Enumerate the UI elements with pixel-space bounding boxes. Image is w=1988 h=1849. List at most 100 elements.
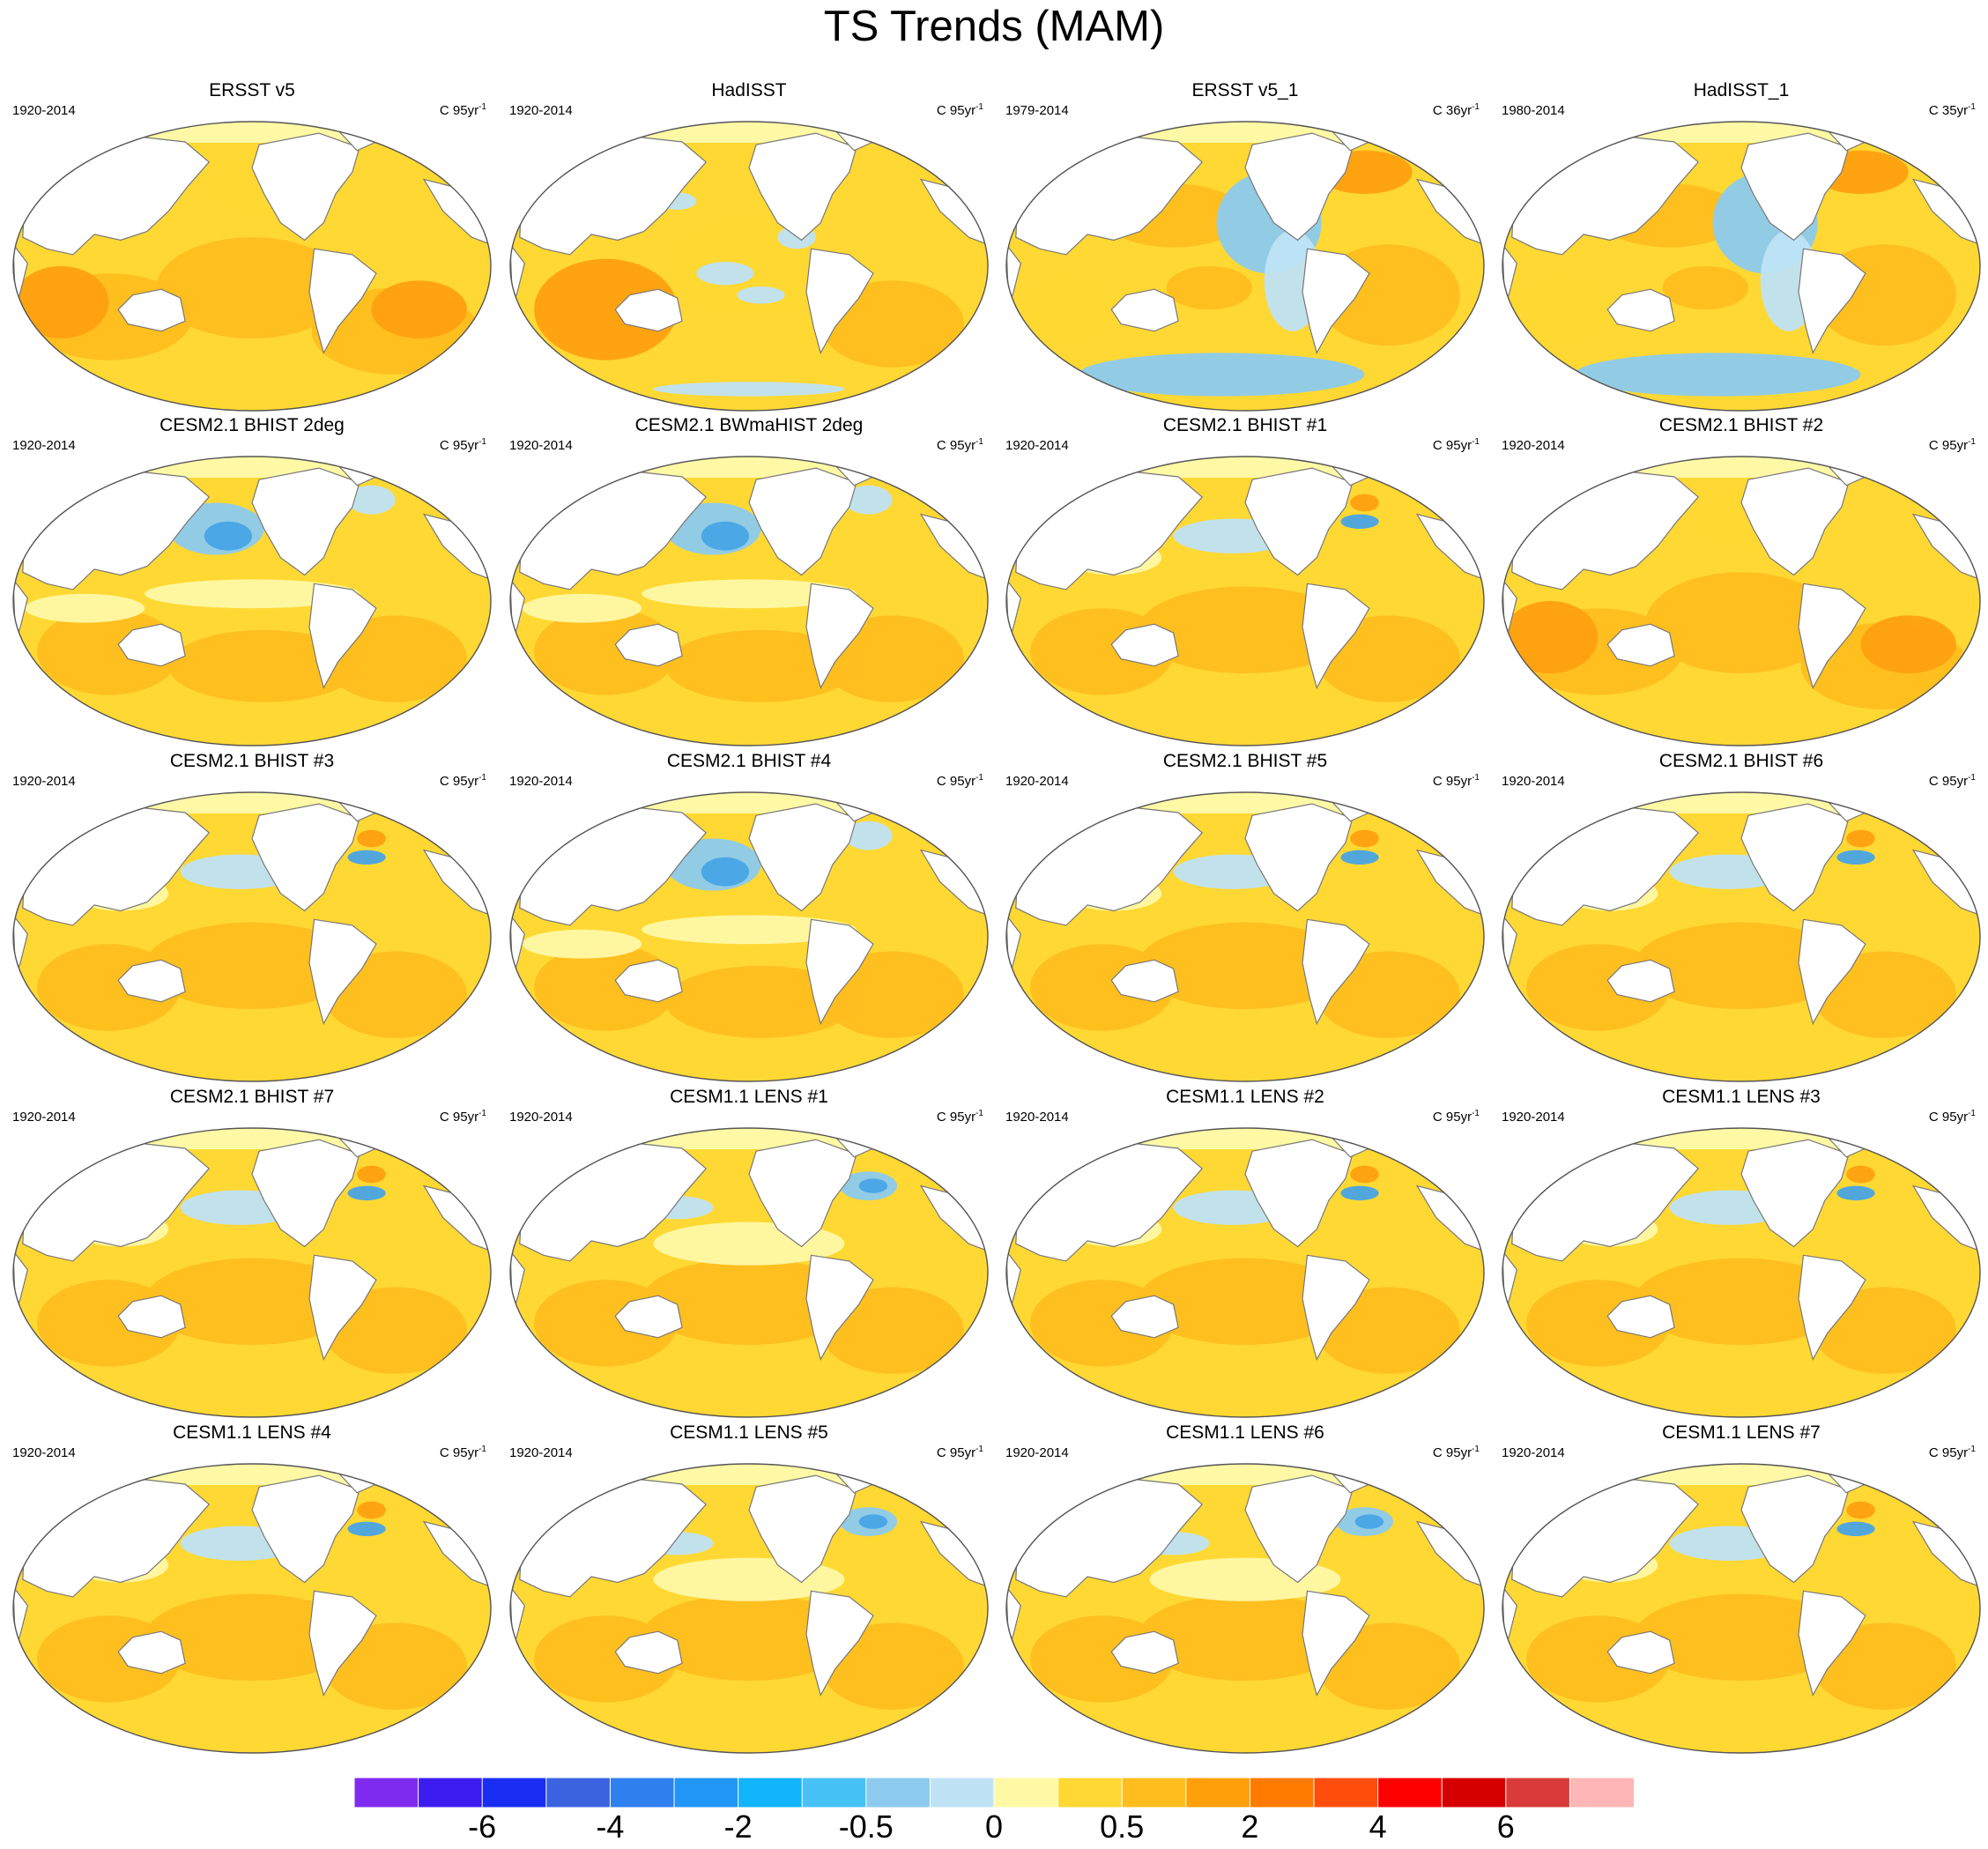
trend-anomaly-region <box>1317 1287 1460 1374</box>
panel-period: 1920-2014 <box>1502 1445 1565 1460</box>
colorbar-swatch <box>673 1778 739 1808</box>
units-exponent: -1 <box>478 1109 486 1118</box>
map-panel: ERSST v5 1920-2014 C 95yr-1 <box>5 79 499 414</box>
units-exponent: -1 <box>478 102 486 112</box>
landmass-samerica <box>805 918 874 1025</box>
landmass-namerica <box>1244 467 1354 576</box>
colorbar-swatch <box>1377 1778 1443 1808</box>
trend-anomaly-region <box>820 280 964 368</box>
trend-anomaly-region <box>844 821 893 850</box>
panel-title: CESM2.1 BHIST #6 <box>1658 751 1824 771</box>
map-boundary <box>509 791 989 1082</box>
map-boundary <box>509 121 989 412</box>
panel-title: CESM2.1 BHIST #7 <box>169 1087 335 1107</box>
colorbar-swatch <box>738 1778 804 1808</box>
colorbar-swatch <box>418 1778 484 1808</box>
colorbar <box>354 1778 1634 1808</box>
panel-title: CESM1.1 LENS #5 <box>670 1422 828 1443</box>
panel-title: CESM2.1 BHIST #1 <box>1162 415 1328 435</box>
trend-anomaly-region <box>665 965 857 1038</box>
panel-period: 1920-2014 <box>1502 1110 1565 1125</box>
units-exponent: -1 <box>478 1444 486 1454</box>
landmass-samerica <box>308 248 377 354</box>
trend-anomaly-region <box>1813 1623 1956 1710</box>
panel-units: C 95yr-1 <box>936 102 983 118</box>
map-panel: CESM1.1 LENS #7 1920-2014 C 95yr-1 <box>1495 1422 1988 1756</box>
landmass-samerica <box>1302 918 1370 1025</box>
colorbar-tick-label: 0 <box>984 1808 1004 1845</box>
landmass-samerica <box>1798 248 1866 354</box>
trend-anomaly-region <box>1350 829 1379 848</box>
world-map <box>509 1127 989 1418</box>
trend-anomaly-region <box>820 951 964 1038</box>
units-exponent: -1 <box>478 437 486 447</box>
landmass-namerica <box>1740 803 1850 912</box>
map-panel: CESM2.1 BHIST #1 1920-2014 C 95yr-1 <box>998 414 1492 749</box>
trend-anomaly-region <box>1317 951 1460 1038</box>
landmass-australia <box>1606 959 1675 1003</box>
trend-anomaly-region <box>357 1501 386 1519</box>
world-map <box>509 456 989 746</box>
colorbar-swatch <box>1057 1778 1124 1808</box>
panel-units: C 35yr-1 <box>1928 102 1976 118</box>
landmass-australia <box>614 959 683 1003</box>
trend-anomaly-region <box>13 266 109 338</box>
landmass-samerica <box>1302 248 1370 354</box>
units-exponent: -1 <box>1968 1109 1976 1118</box>
map-panel: HadISST_1 1980-2014 C 35yr-1 <box>1495 79 1988 414</box>
trend-anomaly-region <box>145 1258 360 1345</box>
colorbar-swatch <box>545 1778 612 1808</box>
landmass-namerica <box>748 467 857 576</box>
trend-anomaly-region <box>858 1178 888 1193</box>
panel-title: CESM2.1 BWmaHIST 2deg <box>634 415 864 435</box>
trend-anomaly-region <box>347 850 386 865</box>
panel-period: 1920-2014 <box>1502 774 1565 789</box>
colorbar-tick-label: 2 <box>1241 1808 1259 1845</box>
colorbar-swatch <box>354 1778 419 1808</box>
colorbar-swatch <box>1441 1778 1507 1808</box>
panel-units: C 95yr-1 <box>1432 1444 1480 1460</box>
trend-anomaly-region <box>820 1623 964 1710</box>
landmass-australia <box>117 959 186 1003</box>
map-panel: CESM1.1 LENS #1 1920-2014 C 95yr-1 <box>502 1086 996 1421</box>
panel-title: CESM2.1 BHIST #4 <box>666 751 832 771</box>
world-map <box>12 1463 492 1754</box>
units-exponent: -1 <box>975 437 983 447</box>
panel-units: C 95yr-1 <box>1928 437 1976 453</box>
map-panel: CESM1.1 LENS #2 1920-2014 C 95yr-1 <box>998 1086 1492 1421</box>
world-map <box>12 121 492 412</box>
landmass-samerica <box>1798 1590 1866 1697</box>
world-map <box>1005 456 1485 746</box>
colorbar-tick-label: -0.5 <box>838 1808 894 1845</box>
trend-anomaly-region <box>357 829 386 848</box>
colorbar-tick-label: -6 <box>468 1808 497 1845</box>
trend-anomaly-region <box>1138 922 1353 1009</box>
landmass-samerica <box>308 918 377 1025</box>
landmass-samerica <box>805 248 874 354</box>
map-boundary <box>509 1127 989 1418</box>
landmass-samerica <box>1798 918 1866 1025</box>
trend-anomaly-region <box>168 629 360 702</box>
world-map <box>509 1463 989 1754</box>
landmass-australia <box>614 1630 683 1674</box>
world-map <box>1005 791 1485 1082</box>
trend-anomaly-region <box>642 915 857 945</box>
trend-anomaly-region <box>534 258 678 360</box>
panel-period: 1920-2014 <box>12 438 76 453</box>
trend-anomaly-region <box>522 929 642 959</box>
world-map <box>1502 456 1981 746</box>
trend-anomaly-region <box>323 1287 467 1374</box>
landmass-samerica <box>308 583 377 689</box>
trend-anomaly-region <box>145 922 360 1009</box>
units-exponent: -1 <box>478 773 486 783</box>
map-panel: CESM2.1 BHIST #7 1920-2014 C 95yr-1 <box>5 1086 499 1421</box>
panel-units: C 95yr-1 <box>1928 773 1976 789</box>
map-panel: CESM2.1 BHIST 2deg 1920-2014 C 95yr-1 <box>5 414 499 749</box>
trend-anomaly-region <box>1836 1185 1875 1200</box>
world-map <box>1502 1463 1981 1754</box>
trend-anomaly-region <box>1018 273 1114 346</box>
colorbar-tick-label: -2 <box>723 1808 753 1845</box>
units-exponent: -1 <box>975 1109 983 1118</box>
panel-units: C 95yr-1 <box>1928 1444 1976 1460</box>
landmass-namerica <box>251 803 360 912</box>
